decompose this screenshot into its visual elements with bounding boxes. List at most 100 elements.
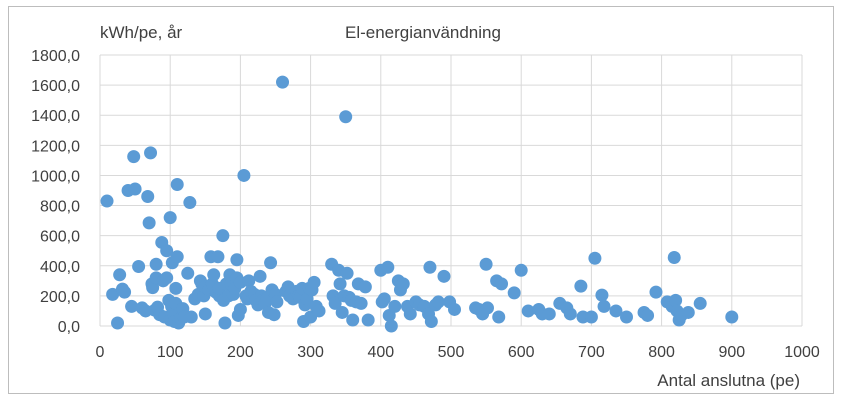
- data-point: [437, 269, 451, 283]
- data-point: [264, 256, 278, 270]
- data-point: [207, 268, 221, 282]
- data-point: [328, 296, 342, 310]
- y-tick-label: 400,0: [40, 259, 80, 276]
- data-point: [230, 253, 244, 267]
- data-point: [563, 307, 577, 321]
- data-point: [507, 286, 521, 300]
- x-tick-label: 1000: [784, 344, 820, 361]
- data-point: [481, 301, 495, 315]
- data-point: [667, 250, 681, 264]
- x-tick-label: 600: [508, 344, 535, 361]
- data-point: [170, 250, 184, 264]
- data-point: [339, 110, 353, 124]
- data-point: [160, 244, 174, 258]
- y-tick-label: 800,0: [40, 199, 80, 216]
- data-point: [184, 310, 198, 324]
- data-point: [141, 190, 155, 204]
- data-point: [183, 196, 197, 210]
- data-point: [574, 279, 588, 293]
- data-point: [381, 260, 395, 274]
- data-point: [361, 313, 375, 327]
- data-point: [169, 281, 183, 295]
- data-point: [388, 299, 402, 313]
- data-point: [384, 319, 398, 333]
- data-point: [609, 304, 623, 318]
- data-point: [160, 271, 174, 285]
- data-point: [211, 250, 225, 264]
- data-point: [312, 304, 326, 318]
- data-point: [118, 285, 132, 299]
- data-point: [492, 310, 506, 324]
- data-point: [346, 313, 360, 327]
- x-tick-label: 900: [718, 344, 745, 361]
- x-tick-labels: 0 100 200 300 400 500 600 700 800 900 1000: [96, 344, 820, 361]
- x-tick-label: 300: [297, 344, 324, 361]
- x-tick-label: 400: [367, 344, 394, 361]
- data-point: [641, 308, 655, 322]
- data-point: [181, 266, 195, 280]
- data-point: [340, 266, 354, 280]
- data-point: [358, 280, 372, 294]
- data-point: [333, 277, 347, 291]
- y-tick-label: 1000,0: [31, 168, 80, 185]
- data-points: [100, 75, 739, 333]
- data-point: [106, 287, 120, 301]
- data-point: [649, 285, 663, 299]
- y-tick-label: 600,0: [40, 229, 80, 246]
- data-point: [514, 263, 528, 277]
- data-point: [111, 316, 125, 330]
- data-point: [242, 274, 256, 288]
- data-point: [431, 295, 445, 309]
- data-point: [620, 310, 633, 324]
- data-point: [396, 277, 410, 291]
- y-tick-label: 1200,0: [31, 138, 80, 155]
- data-point: [253, 269, 267, 283]
- data-point: [681, 305, 695, 319]
- data-point: [267, 308, 281, 322]
- y-axis-title: kWh/pe, år: [100, 23, 183, 42]
- chart-title: El-energianvändning: [345, 23, 501, 42]
- data-point: [479, 257, 493, 271]
- data-point: [233, 302, 247, 316]
- x-axis-title: Antal anslutna (pe): [657, 371, 800, 390]
- data-point: [403, 307, 417, 321]
- x-tick-label: 200: [227, 344, 254, 361]
- y-tick-label: 0,0: [58, 319, 80, 336]
- x-tick-label: 700: [578, 344, 605, 361]
- data-point: [725, 310, 739, 324]
- x-tick-label: 500: [438, 344, 465, 361]
- y-tick-label: 1600,0: [31, 78, 80, 95]
- data-point: [100, 194, 114, 208]
- data-point: [335, 305, 349, 319]
- y-tick-labels: 0,0 200,0 400,0 600,0 800,0 1000,0 1200,0 1400,…: [31, 48, 80, 336]
- data-point: [144, 146, 158, 160]
- data-point: [149, 257, 163, 271]
- data-point: [276, 75, 290, 89]
- data-point: [448, 302, 462, 316]
- data-point: [495, 277, 509, 291]
- data-point: [423, 260, 437, 274]
- data-point: [237, 168, 251, 182]
- data-point: [142, 216, 156, 230]
- data-point: [216, 229, 230, 243]
- x-tick-label: 0: [96, 344, 105, 361]
- data-point: [542, 307, 556, 321]
- data-point: [127, 150, 141, 164]
- data-point: [693, 296, 707, 310]
- x-tick-label: 800: [648, 344, 675, 361]
- data-point: [424, 314, 438, 328]
- data-point: [377, 292, 391, 306]
- y-tick-label: 200,0: [40, 289, 80, 306]
- data-point: [588, 251, 602, 265]
- data-point: [146, 281, 160, 295]
- data-point: [128, 182, 142, 196]
- data-point: [307, 275, 321, 289]
- data-point: [132, 260, 146, 274]
- x-tick-label: 100: [157, 344, 184, 361]
- chart-frame: [8, 6, 834, 394]
- data-point: [218, 316, 232, 330]
- data-point: [125, 299, 139, 313]
- data-point: [198, 307, 212, 321]
